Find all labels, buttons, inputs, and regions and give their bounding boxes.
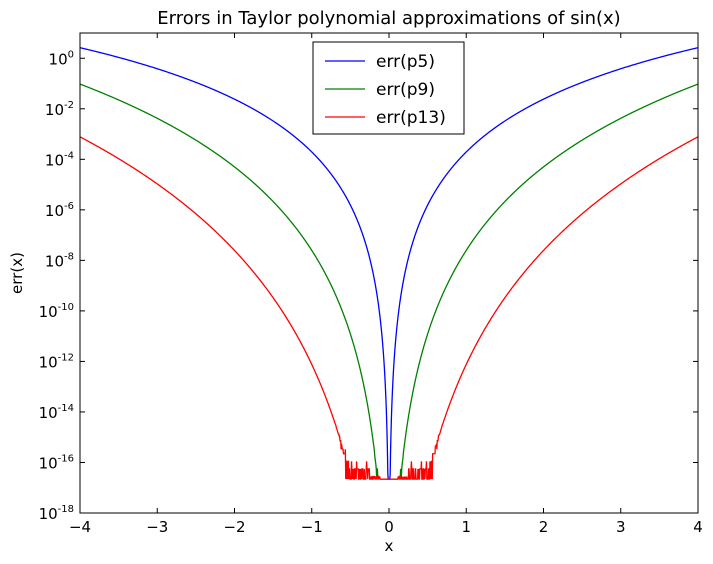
x-tick-label: 1	[461, 518, 471, 536]
legend-label: err(p13)	[376, 108, 446, 128]
y-tick-label-exponent: -16	[58, 453, 74, 464]
x-tick-label: 3	[616, 518, 626, 536]
y-tick-label: 10-8	[45, 251, 74, 270]
series-line-errp13	[80, 136, 698, 480]
series-layer	[80, 47, 698, 480]
y-tick-label-exponent: -6	[64, 201, 74, 212]
y-tick-label-base: 10	[39, 505, 58, 523]
x-axis-label: x	[385, 537, 394, 555]
y-tick-label-exponent: -4	[64, 150, 74, 161]
y-tick-label-base: 10	[39, 303, 58, 321]
y-tick-label-exponent: -10	[58, 302, 74, 313]
y-tick-label-base: 10	[39, 454, 58, 472]
y-tick-label: 10-12	[39, 352, 74, 371]
y-axis-label: err(x)	[8, 252, 26, 294]
y-tick-label: 10-6	[45, 201, 74, 220]
y-tick-label-exponent: -8	[64, 251, 74, 262]
y-tick-label: 10-10	[39, 302, 74, 321]
y-tick-label-exponent: -2	[64, 100, 74, 111]
y-tick-label: 10-4	[45, 150, 74, 169]
legend-label: err(p5)	[376, 52, 435, 72]
y-tick-label-base: 10	[45, 151, 64, 169]
ticks-layer: −4 −3 −2 −1 0 1 2 3 410-1810-1610-1410-1210-1010…	[39, 33, 703, 536]
chart-title: Errors in Taylor polynomial approximatio…	[157, 8, 620, 29]
legend-box	[312, 41, 465, 135]
y-tick-label-base: 10	[39, 353, 58, 371]
y-tick-label-base: 10	[45, 101, 64, 119]
y-tick-label-exponent: -14	[58, 403, 74, 414]
y-tick-label-exponent: 0	[68, 49, 74, 60]
y-tick-label-base: 10	[49, 50, 68, 68]
legend-label: err(p9)	[376, 80, 435, 100]
plot-frame	[79, 32, 699, 514]
x-tick-label: −2	[223, 518, 245, 536]
y-tick-label-base: 10	[45, 202, 64, 220]
y-tick-label-exponent: -18	[58, 504, 74, 515]
x-tick-label: −4	[69, 518, 91, 536]
x-tick-label: −1	[301, 518, 323, 536]
y-tick-label: 100	[49, 49, 74, 68]
x-tick-label: 2	[539, 518, 549, 536]
y-tick-label: 10-18	[39, 504, 74, 523]
y-tick-label-base: 10	[45, 252, 64, 270]
x-tick-label: 0	[384, 518, 394, 536]
y-tick-label-base: 10	[39, 404, 58, 422]
y-tick-label: 10-16	[39, 453, 74, 472]
x-tick-label: −3	[146, 518, 168, 536]
y-tick-label-exponent: -12	[58, 352, 74, 363]
x-tick-label: 4	[693, 518, 703, 536]
legend: err(p5) err(p9) err(p13)	[312, 41, 465, 135]
y-tick-label: 10-2	[45, 100, 74, 119]
y-tick-label: 10-14	[39, 403, 74, 422]
